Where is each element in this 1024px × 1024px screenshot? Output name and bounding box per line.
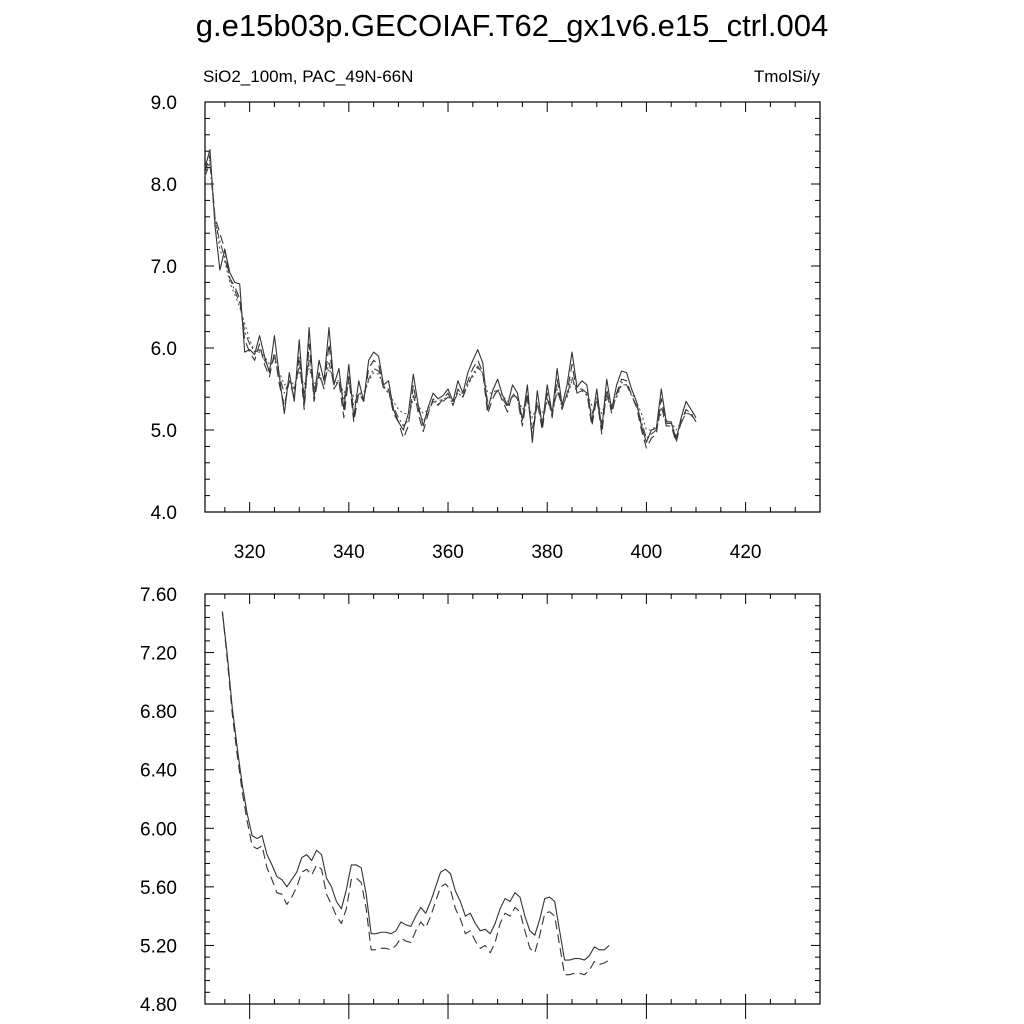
- right-corner-label: TmolSi/y: [754, 67, 821, 86]
- x-tick-label: 400: [631, 542, 663, 563]
- x-tick-label: 320: [234, 542, 266, 563]
- y-tick-label: 6.00: [140, 819, 177, 840]
- series-line-dashed: [221, 611, 610, 976]
- series-line-dashed: [204, 154, 697, 449]
- y-tick-label: 8.0: [151, 175, 177, 196]
- y-tick-label: 7.20: [140, 644, 177, 665]
- series-line-dotted: [204, 158, 697, 431]
- top-panel: 4.0 5.0 6.0 7.0 8.0 9.0 320 340 360 380 400 420 SiO2…: [151, 67, 821, 563]
- y-tick-label: 6.40: [140, 761, 177, 782]
- y-tick-label: 7.0: [151, 257, 177, 278]
- y-tick-label: 5.0: [151, 421, 177, 442]
- plot-frame: [204, 101, 821, 513]
- left-corner-label: SiO2_100m, PAC_49N-66N: [203, 67, 413, 86]
- y-tick-label: 5.20: [140, 936, 177, 957]
- y-tick-label: 7.60: [140, 585, 177, 606]
- chart-title: g.e15b03p.GECOIAF.T62_gx1v6.e15_ctrl.004: [195, 8, 829, 43]
- x-tick-label: 360: [432, 542, 464, 563]
- y-tick-label: 4.0: [151, 503, 177, 524]
- series-line-dashdot: [204, 162, 697, 439]
- bottom-panel: 4.80 5.20 5.60 6.00 6.40 6.80 7.20 7.60: [140, 585, 821, 1019]
- y-tick-label: 6.0: [151, 339, 177, 360]
- y-tick-label: 6.80: [140, 702, 177, 723]
- x-tick-label: 380: [531, 542, 563, 563]
- y-tick-label: 4.80: [140, 995, 177, 1016]
- x-tick-label: 420: [730, 542, 762, 563]
- series-line-solid: [221, 611, 610, 961]
- x-tick-label: 340: [333, 542, 365, 563]
- plot-frame: [204, 593, 821, 1005]
- y-tick-label: 9.0: [151, 93, 177, 114]
- y-tick-label: 5.60: [140, 878, 177, 899]
